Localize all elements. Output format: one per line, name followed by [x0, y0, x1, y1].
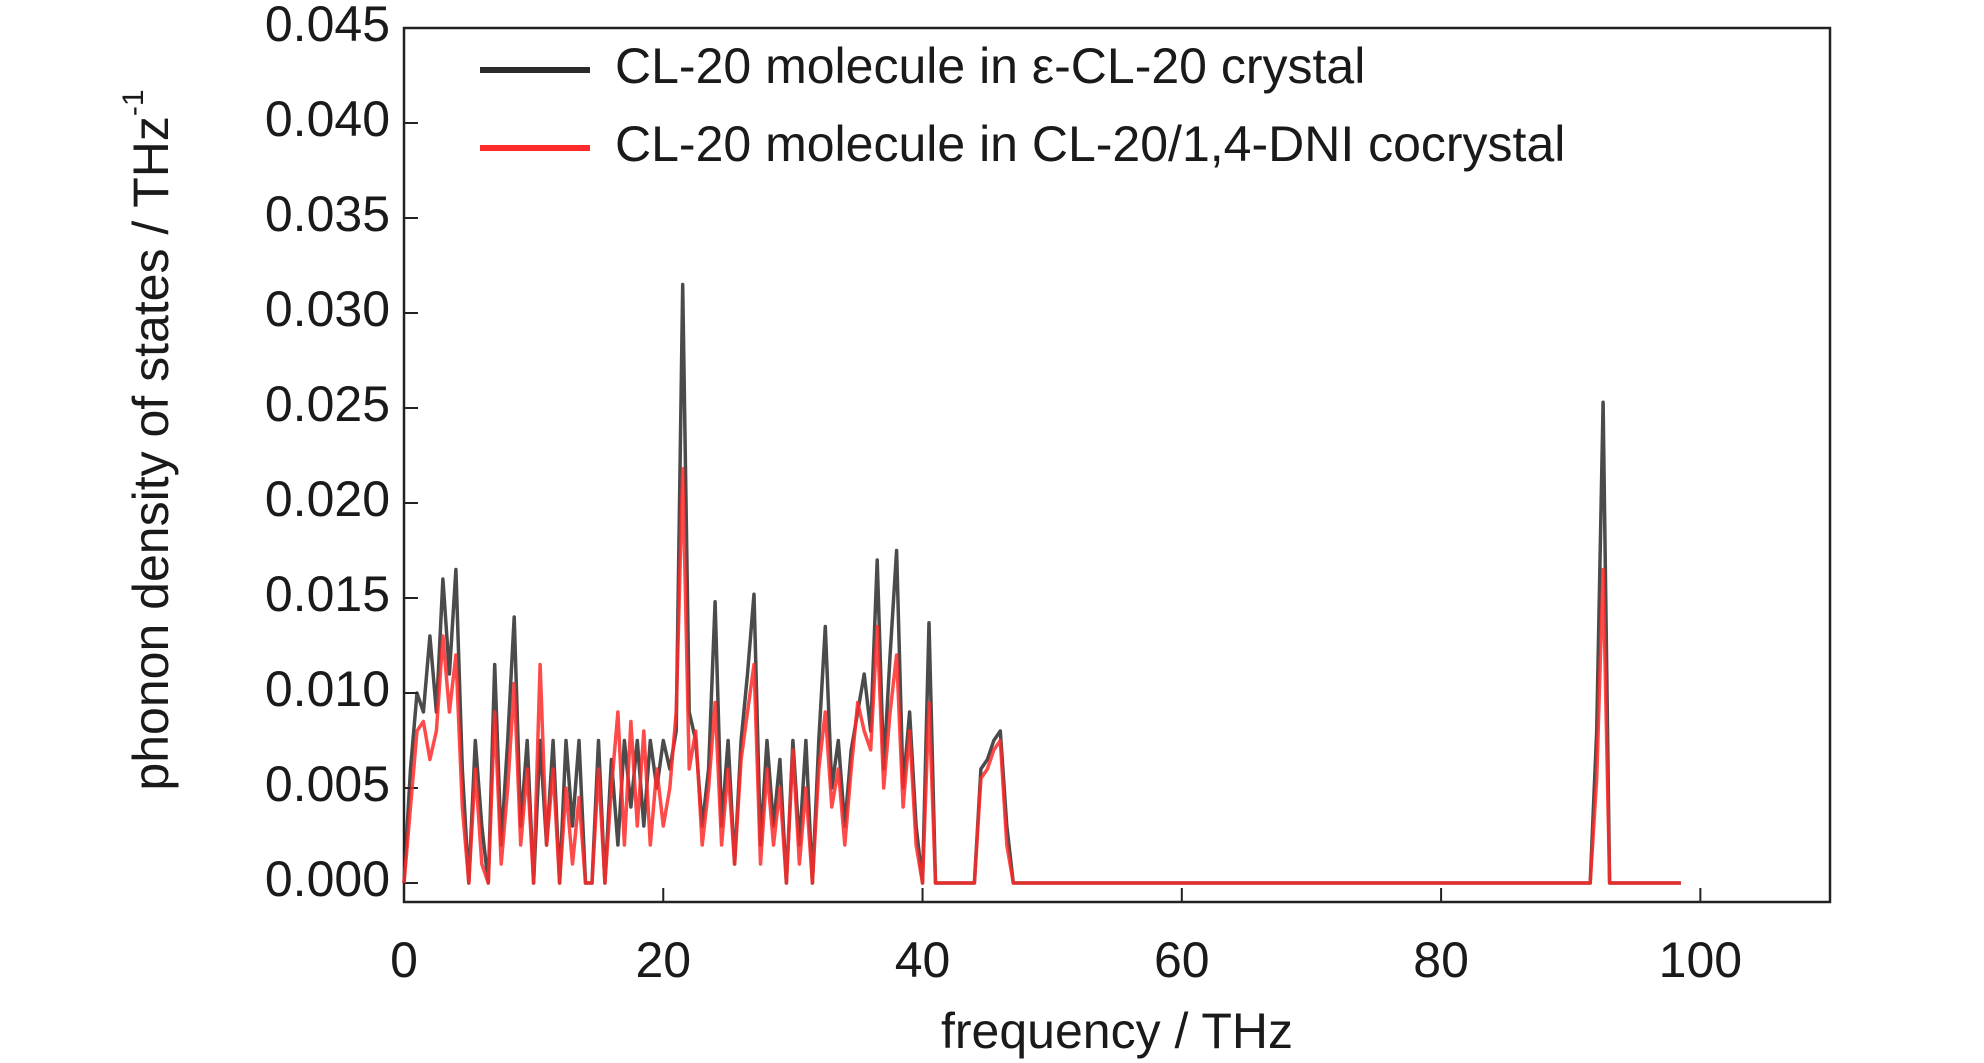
x-tick-label: 40	[895, 932, 951, 988]
plot-frame	[402, 26, 1832, 904]
x-axis-label: frequency / THz	[941, 1003, 1293, 1059]
y-axis-label-text: phonon density of states / THz	[123, 116, 179, 790]
legend-label: CL-20 molecule in CL-20/1,4-DNI cocrysta…	[615, 116, 1565, 172]
y-axis-label: phonon density of states / THz-1	[117, 89, 179, 790]
y-tick-label: 0.045	[265, 0, 390, 52]
y-axis-label-exponent: -1	[117, 89, 150, 116]
y-tick-label: 0.005	[265, 756, 390, 812]
x-tick-label: 80	[1413, 932, 1469, 988]
x-tick-label: 20	[635, 932, 691, 988]
y-tick-label: 0.035	[265, 186, 390, 242]
y-tick-label: 0.020	[265, 471, 390, 527]
y-tick-label: 0.010	[265, 661, 390, 717]
x-tick-label: 100	[1659, 932, 1742, 988]
y-tick-label: 0.040	[265, 91, 390, 147]
x-tick-label: 60	[1154, 932, 1210, 988]
y-tick-label: 0.030	[265, 281, 390, 337]
legend-label: CL-20 molecule in ε-CL-20 crystal	[615, 38, 1365, 94]
y-tick-label: 0.015	[265, 566, 390, 622]
y-tick-label: 0.000	[265, 851, 390, 907]
x-tick-label: 0	[390, 932, 418, 988]
y-tick-label: 0.025	[265, 376, 390, 432]
data-line	[402, 467, 1681, 885]
